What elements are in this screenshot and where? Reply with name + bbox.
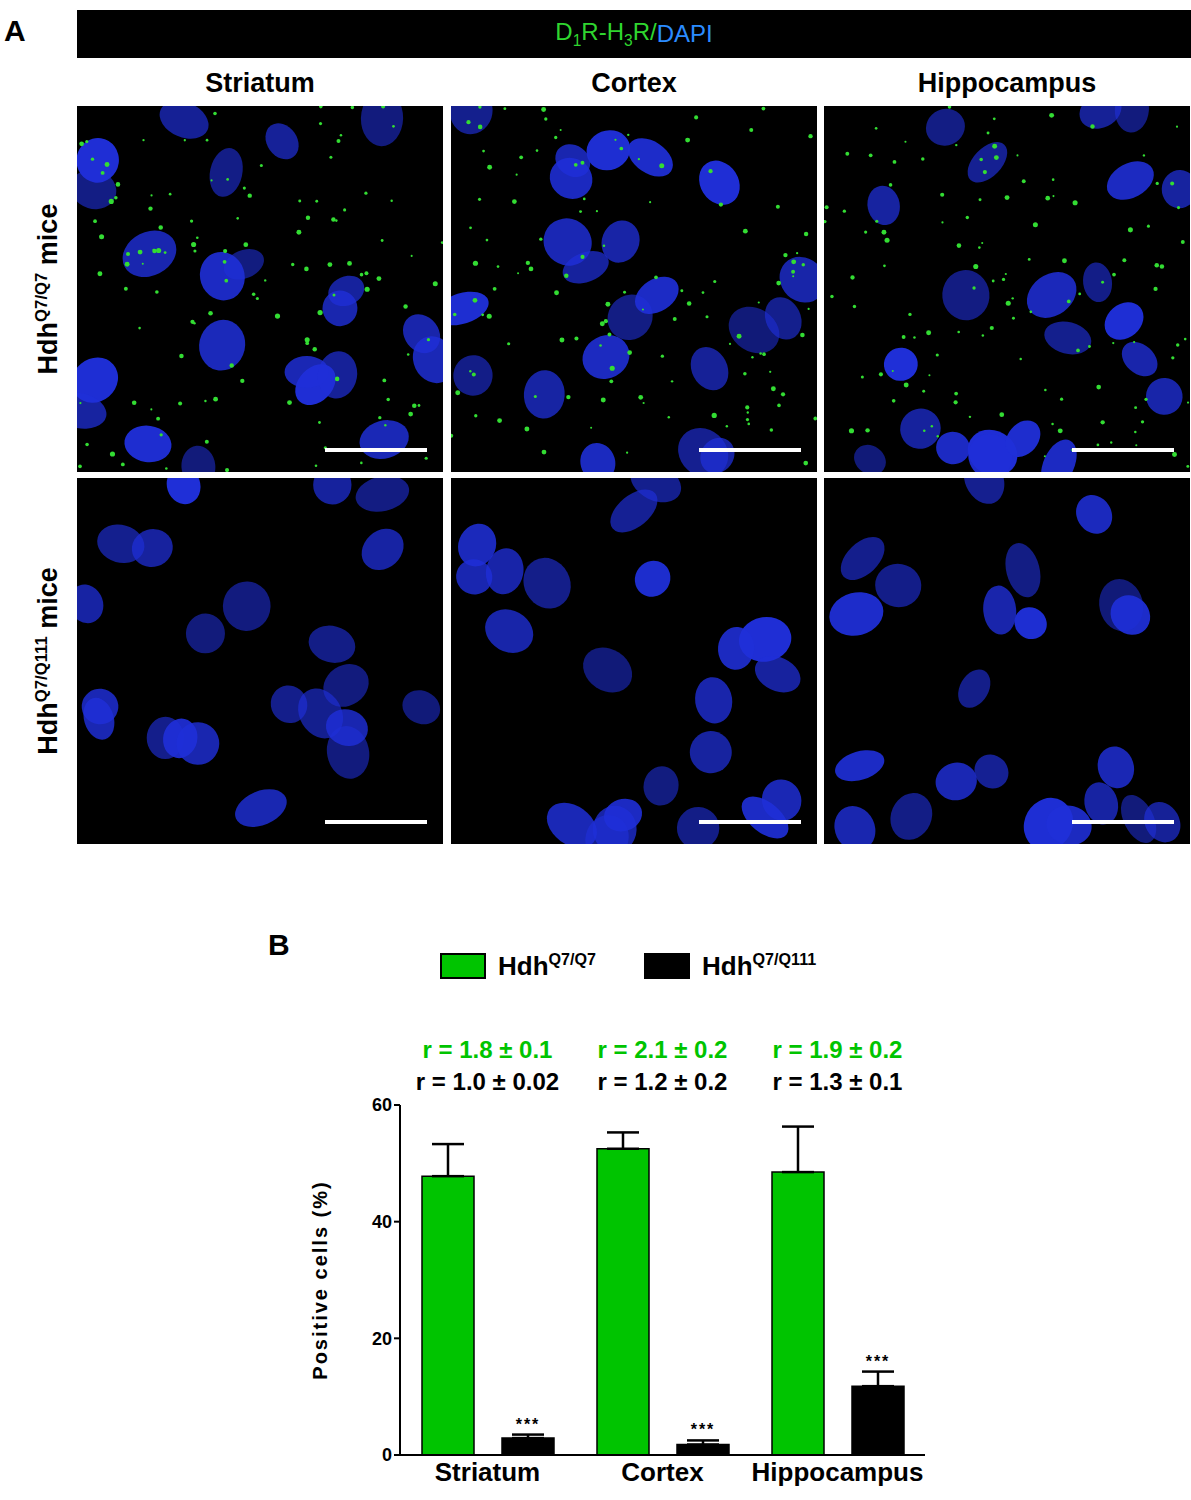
html-text:Hdh: Hdh	[33, 702, 63, 755]
html-text:r = 1.9 ± 0.2: r = 1.9 ± 0.2	[772, 1036, 903, 1063]
html-text:Q7/Q7: Q7/Q7	[32, 272, 51, 322]
html-text:mice: mice	[33, 203, 63, 273]
svg-text:Positive cells (%): Positive cells (%)	[309, 1180, 331, 1379]
svg-text:20: 20	[372, 1329, 392, 1349]
svg-text:Striatum: Striatum	[435, 1457, 540, 1487]
html-text:HdhQ7/Q111: HdhQ7/Q111	[702, 950, 817, 981]
html-text:Cortex: Cortex	[591, 68, 677, 98]
svg-text:40: 40	[372, 1212, 392, 1232]
html-text:Q7/Q111: Q7/Q111	[32, 636, 51, 703]
html-text:Hdh: Hdh	[33, 321, 63, 375]
svg-text:Hippocampus: Hippocampus	[752, 1457, 924, 1487]
svg-text:60: 60	[372, 1095, 392, 1115]
html-text:B: B	[268, 928, 290, 961]
html-text:HdhQ7/Q7: HdhQ7/Q7	[498, 950, 596, 981]
svg-text:***: ***	[866, 1353, 891, 1370]
html-text:Striatum: Striatum	[205, 68, 315, 98]
html-text:D1R-H3R/ DAPI: D1R-H3R/ DAPI	[555, 18, 713, 49]
html-text:r = 2.1 ± 0.2: r = 2.1 ± 0.2	[597, 1036, 728, 1063]
svg-text:***: ***	[516, 1416, 541, 1433]
svg-text:***: ***	[691, 1421, 716, 1438]
svg-text:0: 0	[382, 1445, 392, 1465]
html-text:A: A	[4, 14, 26, 47]
html-text:r = 1.8 ± 0.1: r = 1.8 ± 0.1	[422, 1036, 553, 1063]
html-text:r = 1.0 ± 0.02: r = 1.0 ± 0.02	[415, 1068, 560, 1095]
svg-text:Cortex: Cortex	[621, 1457, 704, 1487]
html-text:r = 1.3 ± 0.1: r = 1.3 ± 0.1	[772, 1068, 903, 1095]
html-text:Hippocampus: Hippocampus	[917, 68, 1097, 98]
html-text:r = 1.2 ± 0.2: r = 1.2 ± 0.2	[597, 1068, 728, 1095]
html-text:mice: mice	[33, 567, 63, 637]
